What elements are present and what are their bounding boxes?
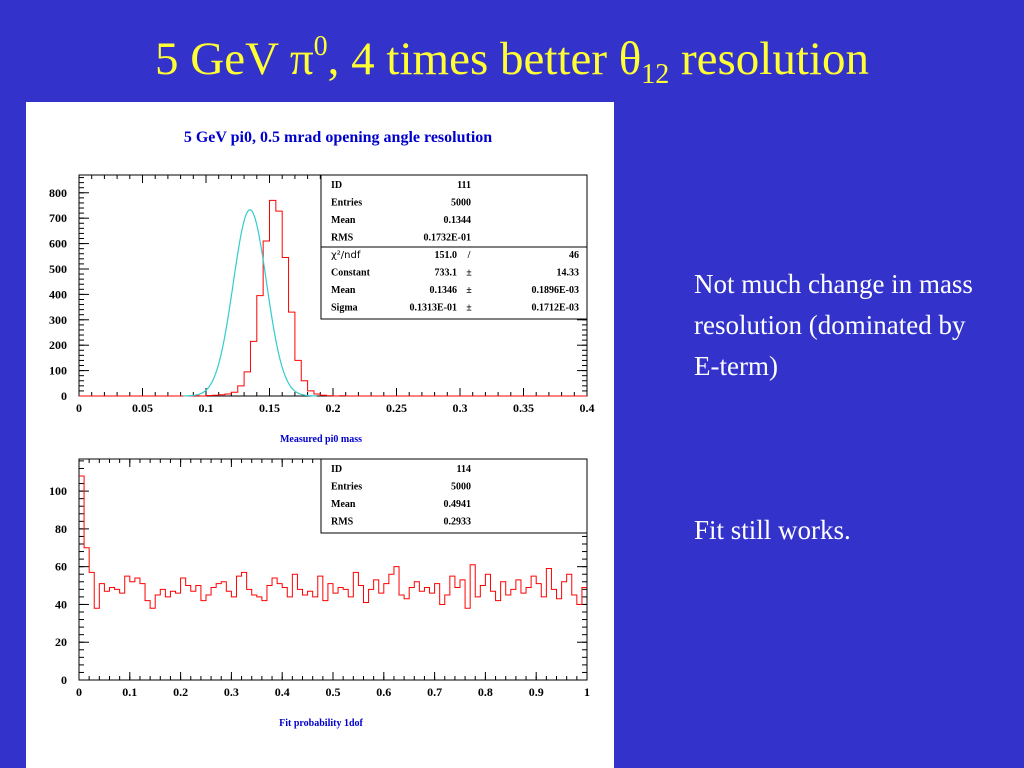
title-prefix: 5 GeV π	[155, 33, 314, 85]
fit-separator: ±	[466, 268, 472, 279]
fit-separator: ±	[466, 303, 472, 314]
stats-label: ID	[331, 464, 342, 475]
stats-value: 5000	[451, 482, 471, 493]
fit-value: 733.1	[435, 268, 458, 279]
x-tick-label: 1	[584, 685, 590, 699]
x-tick-label: 0.5	[326, 685, 341, 699]
fit-error: 46	[569, 250, 579, 261]
y-tick-label: 100	[49, 364, 67, 378]
stats-value: 0.4941	[444, 499, 472, 510]
stats-label: Mean	[331, 499, 356, 510]
stats-label: ID	[331, 180, 342, 191]
y-tick-label: 0	[61, 389, 67, 403]
y-tick-label: 80	[55, 522, 67, 536]
stats-label: Entries	[331, 198, 362, 209]
stats-value: 0.2933	[444, 517, 472, 528]
stats-box	[320, 458, 588, 534]
x-tick-label: 0.35	[513, 401, 534, 415]
fit-value: 0.1313E-01	[410, 303, 458, 314]
x-tick-label: 0.3	[453, 401, 468, 415]
y-tick-label: 40	[55, 597, 67, 611]
stats-label: RMS	[331, 233, 354, 244]
title-suffix: resolution	[669, 33, 869, 85]
y-tick-label: 500	[49, 262, 67, 276]
y-tick-label: 800	[49, 186, 67, 200]
x-tick-label: 0.4	[275, 685, 290, 699]
fit-error: 0.1712E-03	[532, 303, 580, 314]
y-tick-label: 20	[55, 635, 67, 649]
x-tick-label: 0.9	[529, 685, 544, 699]
y-tick-label: 600	[49, 237, 67, 251]
y-tick-label: 700	[49, 211, 67, 225]
x-axis-title: Measured pi0 mass	[280, 434, 362, 445]
title-subscript: 12	[641, 59, 670, 90]
x-axis-title: Fit probability 1dof	[279, 718, 363, 729]
y-tick-label: 200	[49, 338, 67, 352]
stats-label: RMS	[331, 517, 354, 528]
y-tick-label: 60	[55, 560, 67, 574]
fit-value: 0.1346	[430, 285, 458, 296]
x-tick-label: 0.6	[376, 685, 391, 699]
fit-separator: ±	[466, 285, 472, 296]
title-middle: , 4 times better θ	[327, 33, 642, 85]
fit-label: Constant	[331, 268, 371, 279]
chart-1: 5 GeV pi0, 0.5 mrad opening angle resolu…	[49, 129, 595, 445]
fit-label: χ²/ndf	[331, 250, 361, 261]
y-tick-label: 300	[49, 313, 67, 327]
fit-error: 0.1896E-03	[532, 285, 580, 296]
stats-label: Entries	[331, 482, 362, 493]
fit-value: 151.0	[435, 250, 458, 261]
fit-separator: /	[467, 250, 471, 261]
chart-title: 5 GeV pi0, 0.5 mrad opening angle resolu…	[184, 129, 492, 146]
x-tick-label: 0.1	[199, 401, 214, 415]
x-tick-label: 0.1	[122, 685, 137, 699]
slide-title: 5 GeV π0, 4 times better θ12 resolution	[0, 33, 1024, 89]
x-tick-label: 0.7	[427, 685, 442, 699]
x-tick-label: 0.3	[224, 685, 239, 699]
x-tick-label: 0	[76, 401, 82, 415]
stats-value: 0.1732E-01	[424, 233, 472, 244]
note-mass-resolution: Not much change in mass resolution (domi…	[694, 269, 973, 381]
x-tick-label: 0.15	[259, 401, 280, 415]
fit-label: Mean	[331, 285, 356, 296]
stats-value: 0.1344	[444, 215, 472, 226]
y-tick-label: 400	[49, 287, 67, 301]
stats-value: 114	[457, 464, 471, 475]
y-tick-label: 100	[49, 484, 67, 498]
x-tick-label: 0.2	[173, 685, 188, 699]
histogram-series	[79, 475, 587, 609]
title-superscript: 0	[313, 31, 328, 62]
plots-canvas: 5 GeV pi0, 0.5 mrad opening angle resolu…	[49, 129, 595, 729]
x-tick-label: 0.05	[132, 401, 153, 415]
gaussian-fit-curve	[183, 209, 317, 397]
x-tick-label: 0	[76, 685, 82, 699]
chart-2: 0 0.1 0.2 0.3 0.4 0.5 0.6 0.7 0.8 0.9 1 0 20 40 60 80 10…	[49, 458, 590, 729]
stats-value: 5000	[451, 198, 471, 209]
x-tick-label: 0.4	[580, 401, 595, 415]
x-tick-label: 0.2	[326, 401, 341, 415]
stats-value: 111	[457, 180, 471, 191]
note-fit-works: Fit still works.	[694, 515, 851, 545]
fit-error: 14.33	[557, 268, 580, 279]
plot-panel: 5 GeV pi0, 0.5 mrad opening angle resolu…	[26, 102, 614, 768]
x-tick-label: 0.25	[386, 401, 407, 415]
y-tick-label: 0	[61, 673, 67, 687]
stats-label: Mean	[331, 215, 356, 226]
fit-label: Sigma	[331, 303, 358, 314]
x-tick-label: 0.8	[478, 685, 493, 699]
